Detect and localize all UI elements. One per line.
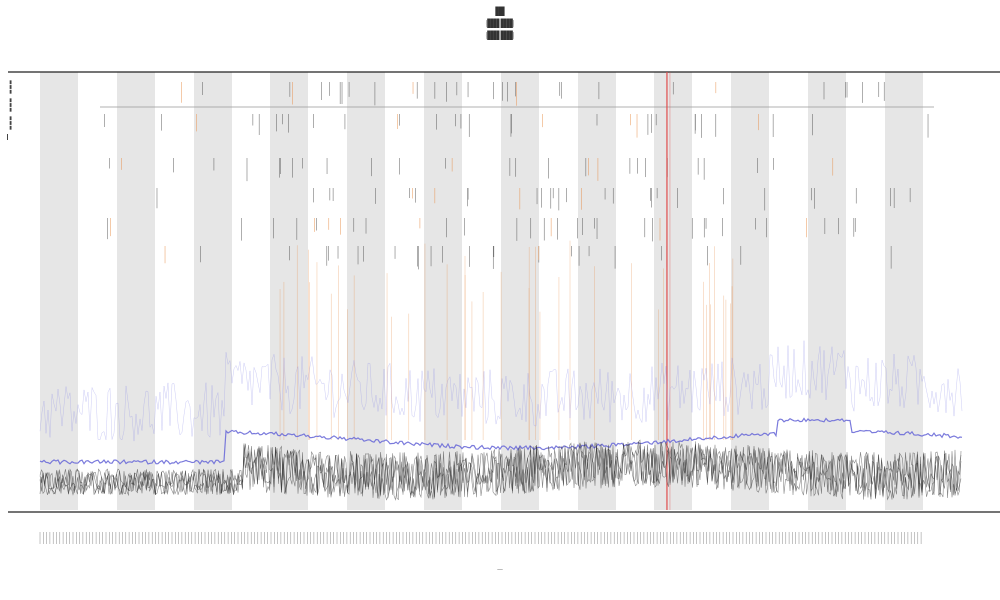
legend-marker — [7, 134, 8, 140]
shaded-span-9 — [654, 72, 692, 510]
x-axis-label: — — [497, 566, 503, 573]
shaded-span-6 — [424, 72, 462, 510]
shaded-span-8 — [578, 72, 616, 510]
shaded-span-1 — [40, 72, 78, 510]
series-upper-envelope — [39, 340, 963, 442]
chart-title-block: ███ (████ ████) (████ ████) — [0, 6, 1000, 42]
shaded-span-11 — [808, 72, 846, 510]
shaded-span-12 — [885, 72, 923, 510]
series-lower-trace-3 — [39, 441, 962, 501]
shaded-span-5 — [347, 72, 385, 510]
shaded-span-7 — [501, 72, 539, 510]
chart-title: ███ — [495, 7, 505, 16]
chart-subtitle-2: (████ ████) — [485, 31, 515, 40]
shaded-span-2 — [117, 72, 155, 510]
chart-legend: ▬▬▬ ▬▬▬ ▬▬▬ — [3, 80, 15, 140]
series-lower-trace-4 — [39, 439, 962, 501]
chart-subtitle-1: (████ ████) — [485, 19, 515, 28]
shaded-span-3 — [194, 72, 232, 510]
shaded-span-4 — [270, 72, 308, 510]
series-upper-line — [39, 417, 963, 465]
shaded-span-10 — [731, 72, 769, 510]
